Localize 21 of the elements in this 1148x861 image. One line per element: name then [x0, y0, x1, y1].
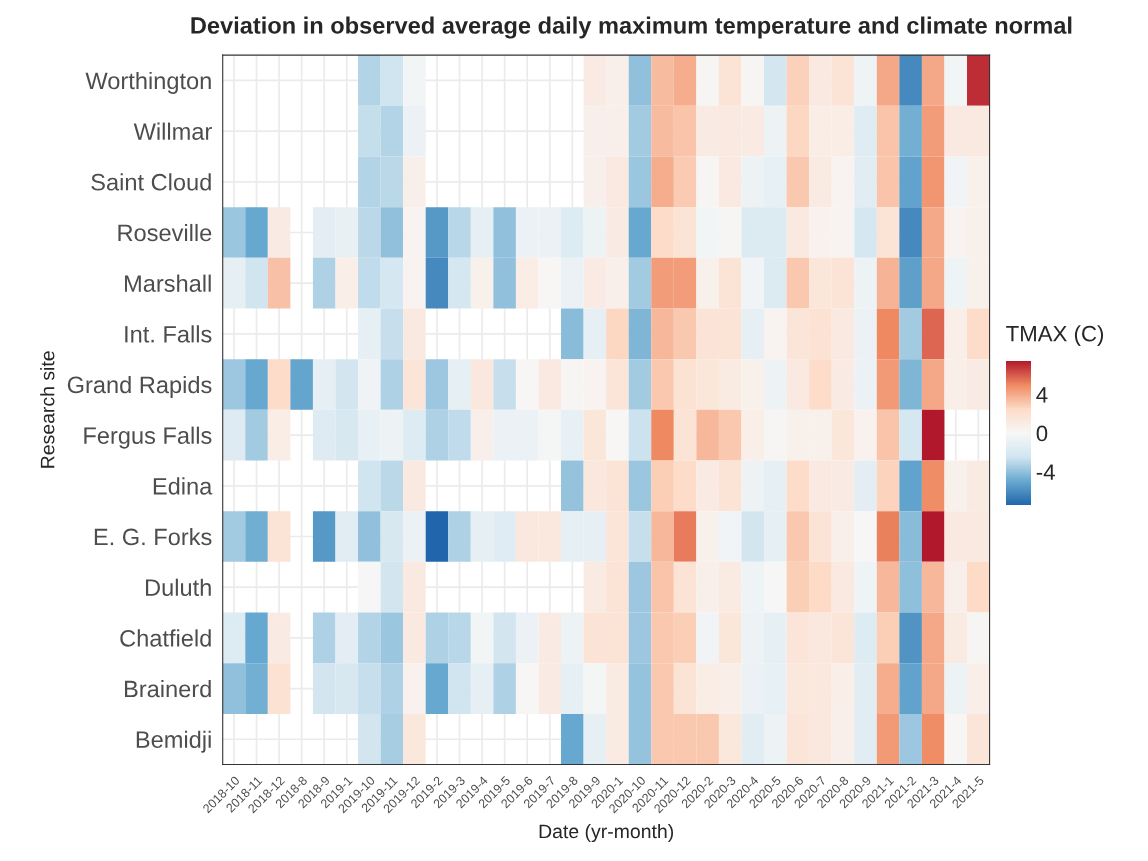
y-tick-label: Marshall [125, 274, 211, 292]
y-tick-label: Int. Falls [125, 325, 212, 343]
y-tick-label: Brainerd [124, 680, 211, 698]
y-tick-label: Chatfield [120, 629, 211, 647]
y-tick-label: Saint Cloud [91, 173, 211, 191]
x-axis-title: Date (yr-month) [539, 823, 674, 843]
color-bar-label: 4 [1036, 387, 1048, 403]
color-bar-title: TMAX (C) [1006, 325, 1104, 346]
y-tick-label: Edina [153, 477, 213, 495]
y-tick-label: Willmar [133, 122, 212, 140]
chart-title: Deviation in observed average daily maximum temperature and climate normal [191, 16, 1072, 39]
color-bar-label: -4 [1036, 464, 1055, 480]
y-tick-label: Grand Rapids [67, 375, 212, 398]
y-tick-label: Duluth [145, 578, 211, 596]
y-tick-label: E. G. Forks [94, 527, 212, 546]
y-axis-title: Research site [40, 351, 55, 468]
color-bar-label: 0 [1036, 425, 1048, 442]
y-tick-label: Bemidji [136, 730, 211, 753]
y-tick-label: Worthington [85, 71, 211, 94]
y-tick-label: Roseville [118, 223, 212, 242]
y-tick-label: Fergus Falls [84, 426, 212, 449]
